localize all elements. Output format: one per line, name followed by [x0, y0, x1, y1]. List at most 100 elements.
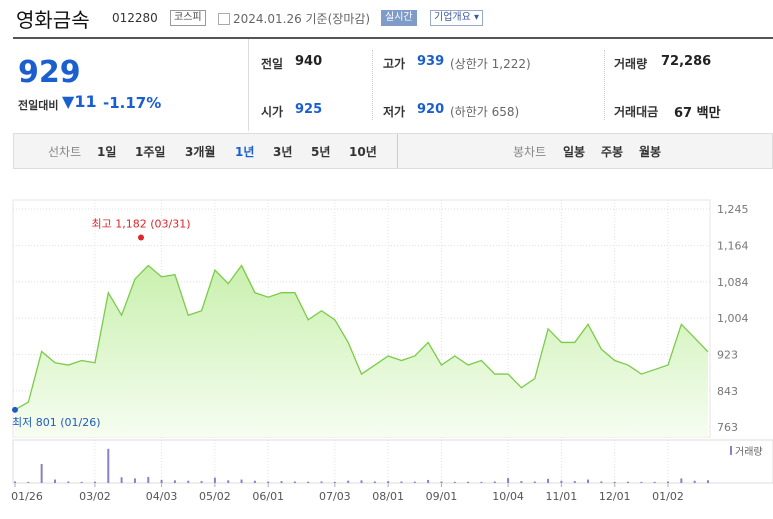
item-label: 전일: [261, 57, 284, 71]
tab-title: 봉차트: [513, 145, 547, 159]
tab[interactable]: 5년: [311, 145, 331, 159]
y-tick-label: 1,084: [717, 276, 749, 289]
volume-bar: [547, 478, 550, 483]
y-tick-label: 843: [717, 385, 738, 398]
volume-bar: [333, 481, 336, 483]
annotation: 최고 1,182 (03/31): [91, 217, 190, 230]
change: ▼11: [62, 92, 97, 111]
volume-bar: [387, 481, 390, 483]
item-note: (하한가 658): [450, 105, 520, 119]
volume-bar: [14, 481, 16, 483]
volume-bar: [133, 478, 136, 483]
volume-bar: [187, 480, 190, 483]
volume-bar: [147, 476, 150, 483]
x-tick-label: 04/03: [146, 490, 178, 503]
item-value: 920: [417, 102, 445, 117]
legend-label: 거래량: [735, 446, 763, 458]
volume-bar: [40, 464, 43, 483]
x-tick-label: 03/02: [79, 490, 111, 503]
calendar-icon: [218, 13, 230, 25]
volume-bar: [120, 477, 123, 483]
y-tick-label: 1,245: [717, 203, 749, 216]
tab[interactable]: 3개월: [185, 145, 216, 159]
volume-bar: [173, 480, 176, 483]
change-value: 11: [74, 92, 97, 111]
price: 929: [18, 55, 81, 90]
item-value: 72,286: [661, 54, 712, 69]
volume-bar: [413, 481, 416, 483]
volume-bar: [453, 481, 456, 483]
item-label: 저가: [383, 105, 406, 119]
y-tick-label: 763: [717, 421, 738, 434]
legend-swatch: [730, 446, 732, 455]
volume-bar: [467, 481, 470, 483]
item-label: 거래량: [614, 57, 648, 71]
volume-bar: [53, 479, 56, 483]
volume-bar: [427, 479, 430, 483]
change-rate: -1.17%: [103, 94, 162, 112]
tab[interactable]: 10년: [349, 145, 377, 159]
volume-bar: [253, 480, 256, 483]
tab[interactable]: 1주일: [135, 145, 166, 159]
company-button[interactable]: 기업개요 ▾: [430, 10, 484, 26]
tab[interactable]: 일봉: [563, 145, 586, 159]
item-value: 67 백만: [674, 106, 721, 121]
volume-bar: [200, 481, 203, 483]
volume-bar: [293, 481, 296, 483]
volume-bar: [320, 481, 323, 483]
item-value: 939: [417, 54, 445, 69]
tab[interactable]: 월봉: [639, 145, 662, 159]
volume-bar: [667, 481, 670, 483]
item-value: 940: [295, 54, 323, 69]
volume-bar: [707, 480, 709, 483]
volume-bar: [573, 481, 576, 483]
divider: [372, 50, 373, 120]
volume-bar: [267, 481, 270, 483]
volume-bar: [587, 479, 590, 483]
x-tick-label: 09/01: [426, 490, 458, 503]
volume-bar: [560, 480, 563, 483]
volume-bar: [480, 481, 483, 483]
x-tick-label: 12/01: [599, 490, 631, 503]
market-badge: 코스피: [170, 10, 206, 26]
x-tick-label: 11/01: [546, 490, 578, 503]
tab[interactable]: 1일: [97, 145, 117, 159]
volume-bar: [347, 480, 350, 483]
volume-bar: [653, 481, 656, 483]
item-label: 시가: [261, 105, 284, 119]
volume-bar: [600, 481, 603, 483]
volume-bar: [640, 481, 643, 483]
date: 2024.01.26 기준(장마감): [233, 12, 371, 26]
x-tick-label: 05/02: [199, 490, 231, 503]
company-label: 기업개요: [434, 12, 471, 23]
tab[interactable]: 3년: [273, 145, 293, 159]
x-tick-label: 10/04: [492, 490, 524, 503]
volume-bar: [27, 481, 30, 483]
volume-bar: [533, 481, 536, 483]
x-tick-label: 06/01: [252, 490, 284, 503]
volume-bar: [400, 481, 403, 483]
stock-code: 012280: [112, 11, 158, 25]
volume-frame: [12, 439, 773, 484]
line: [14, 264, 709, 411]
stock-name: 영화금속: [16, 8, 90, 32]
annotation: 최저 801 (01/26): [12, 416, 101, 429]
volume-bar: [227, 480, 230, 483]
x-tick-label: 07/03: [319, 490, 351, 503]
tab[interactable]: 1년: [235, 145, 255, 159]
volume-bar: [213, 477, 216, 483]
y-tick-label: 1,004: [717, 312, 749, 325]
volume-bar: [373, 481, 376, 483]
volume-bar: [627, 481, 630, 483]
divider: [397, 134, 398, 168]
tab[interactable]: 주봉: [601, 145, 624, 159]
volume-bar: [67, 481, 70, 483]
x-tick-label: 01/02: [652, 490, 684, 503]
volume-bar: [107, 448, 110, 483]
annotation-dot: [12, 406, 18, 413]
volume-bar: [360, 480, 363, 483]
tab-title: 선차트: [48, 145, 82, 159]
realtime-button[interactable]: 실시간: [381, 10, 417, 26]
